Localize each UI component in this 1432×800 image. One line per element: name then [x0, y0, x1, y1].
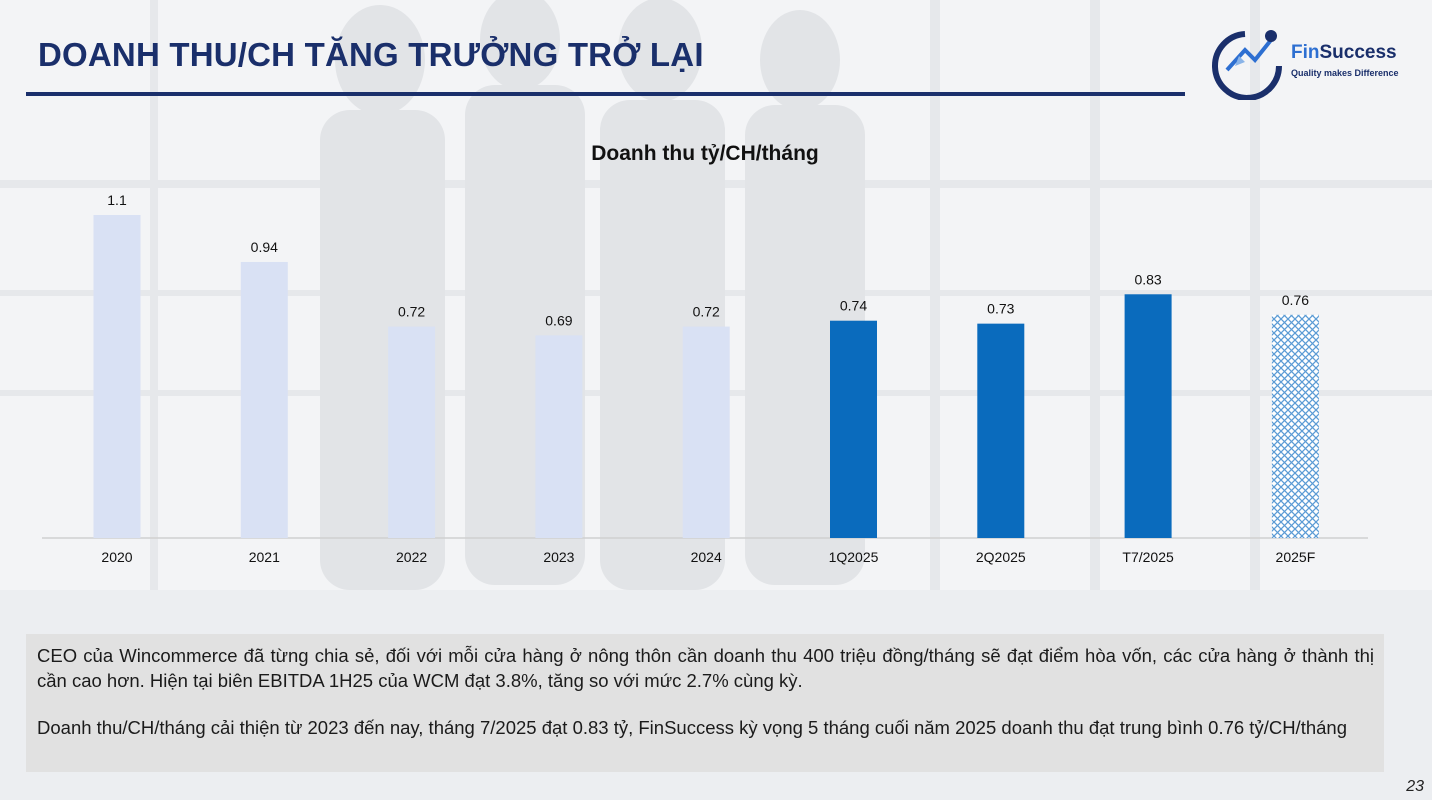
data-label-2025F: 0.76: [1282, 292, 1309, 308]
data-label-2021: 0.94: [251, 239, 278, 255]
logo-tagline: Quality makes Difference: [1291, 68, 1399, 78]
data-label-2Q2025: 0.73: [987, 301, 1014, 317]
commentary-paragraph-2: Doanh thu/CH/tháng cải thiện từ 2023 đến…: [37, 717, 1347, 738]
page-number: 23: [1406, 778, 1424, 795]
bar-1Q2025: [830, 320, 877, 538]
x-tick-label-2020: 2020: [101, 549, 132, 565]
title-underline: [26, 92, 1185, 96]
data-label-2022: 0.72: [398, 304, 425, 320]
x-tick-label-2021: 2021: [249, 549, 280, 565]
commentary-paragraph-1: CEO của Wincommerce đã từng chia sẻ, đối…: [37, 645, 1374, 691]
finsuccess-logo: FinSuccess Quality makes Difference: [1205, 26, 1415, 100]
bar-2Q2025: [977, 323, 1025, 538]
chart-plot: 1.1 2020 0.94 2021 0.72 2022 0.69 2023 0.72 2024 0…: [42, 192, 1368, 565]
bar-2024: [682, 326, 730, 538]
logo-name: FinSuccess: [1291, 42, 1397, 63]
chart-title: Doanh thu tỷ/CH/tháng: [591, 142, 819, 165]
bar-2020: [93, 215, 141, 538]
data-label-1Q2025: 0.74: [840, 298, 867, 314]
bar-2021: [240, 261, 288, 538]
x-tick-label-2Q2025: 2Q2025: [976, 549, 1026, 565]
data-label-2024: 0.72: [693, 304, 720, 320]
data-label-2023: 0.69: [545, 312, 572, 328]
logo-emblem-icon: [1212, 30, 1282, 100]
data-label-T7/2025: 0.83: [1134, 271, 1161, 287]
bar-2022: [388, 326, 436, 538]
x-tick-label-2025F: 2025F: [1276, 549, 1316, 565]
x-tick-label-2022: 2022: [396, 549, 427, 565]
bar-T7/2025: [1124, 294, 1172, 538]
bar-2023: [535, 335, 583, 538]
x-tick-label-2023: 2023: [543, 549, 574, 565]
x-tick-label-1Q2025: 1Q2025: [829, 549, 879, 565]
bar-2025F: [1271, 314, 1319, 538]
revenue-per-store-chart: Doanh thu tỷ/CH/tháng 1.1 2020 0.94 2021 0.7…: [0, 130, 1432, 580]
commentary-box: CEO của Wincommerce đã từng chia sẻ, đối…: [26, 634, 1384, 772]
slide-title: DOANH THU/CH TĂNG TRƯỞNG TRỞ LẠI: [38, 36, 704, 73]
data-label-2020: 1.1: [107, 192, 127, 208]
x-tick-label-2024: 2024: [691, 549, 722, 565]
x-tick-label-T7/2025: T7/2025: [1122, 549, 1174, 565]
